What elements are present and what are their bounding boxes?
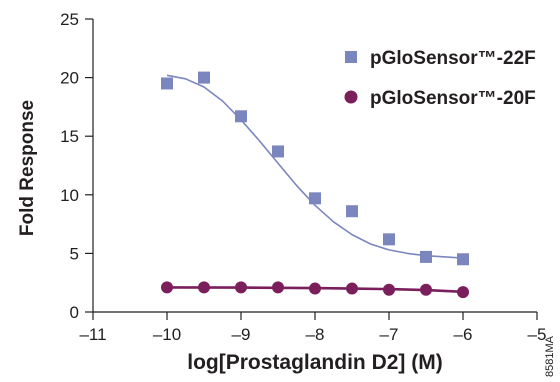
y-axis-title: Fold Response [17,100,38,236]
data-point-series-2 [235,281,247,294]
data-point-series-2 [272,281,284,294]
figure-code-label: 8581MA [544,335,556,377]
data-point-series-1 [198,71,210,84]
legend: pGloSensor™-22F pGloSensor™-20F [344,48,536,109]
data-point-series-2 [309,282,321,295]
y-ticks: 0 5 10 15 20 25 [60,10,93,322]
data-point-series-1 [457,253,469,266]
x-tick-label: –9 [232,325,251,344]
x-tick-label: –7 [380,325,399,344]
y-tick-label: 10 [60,186,79,205]
x-tick-label: –8 [306,325,325,344]
x-tick-label: –11 [79,325,106,344]
y-tick-label: 20 [60,69,79,88]
y-tick-label: 5 [70,244,79,263]
legend-marker-20f [344,90,358,104]
data-point-series-1 [346,205,358,218]
data-points [161,71,469,299]
data-point-series-1 [235,110,247,123]
legend-marker-22f [345,51,357,63]
data-point-series-2 [420,283,432,296]
data-point-series-2 [161,281,173,294]
x-axis-title: log[Prostaglandin D2] (M) [187,351,443,374]
data-point-series-2 [198,281,210,294]
data-point-series-1 [420,250,432,263]
y-tick-label: 15 [60,127,79,146]
data-point-series-1 [309,192,321,205]
data-point-series-1 [272,145,284,158]
data-point-series-1 [161,77,173,90]
x-tick-label: –6 [454,325,473,344]
data-point-series-2 [457,286,469,299]
y-tick-label: 25 [60,10,79,29]
legend-label-20f: pGloSensor™-20F [370,88,536,109]
y-tick-label: 0 [70,303,79,322]
fit-curve-series-1 [166,74,464,259]
data-point-series-2 [346,282,358,295]
data-point-series-2 [383,283,395,296]
x-tick-label: –10 [153,325,181,344]
x-tick-label: –5 [528,325,547,344]
legend-label-22f: pGloSensor™-22F [370,48,536,69]
x-ticks: –11 –10 –9 –8 –7 –6 –5 [79,312,546,344]
data-point-series-1 [383,233,395,246]
